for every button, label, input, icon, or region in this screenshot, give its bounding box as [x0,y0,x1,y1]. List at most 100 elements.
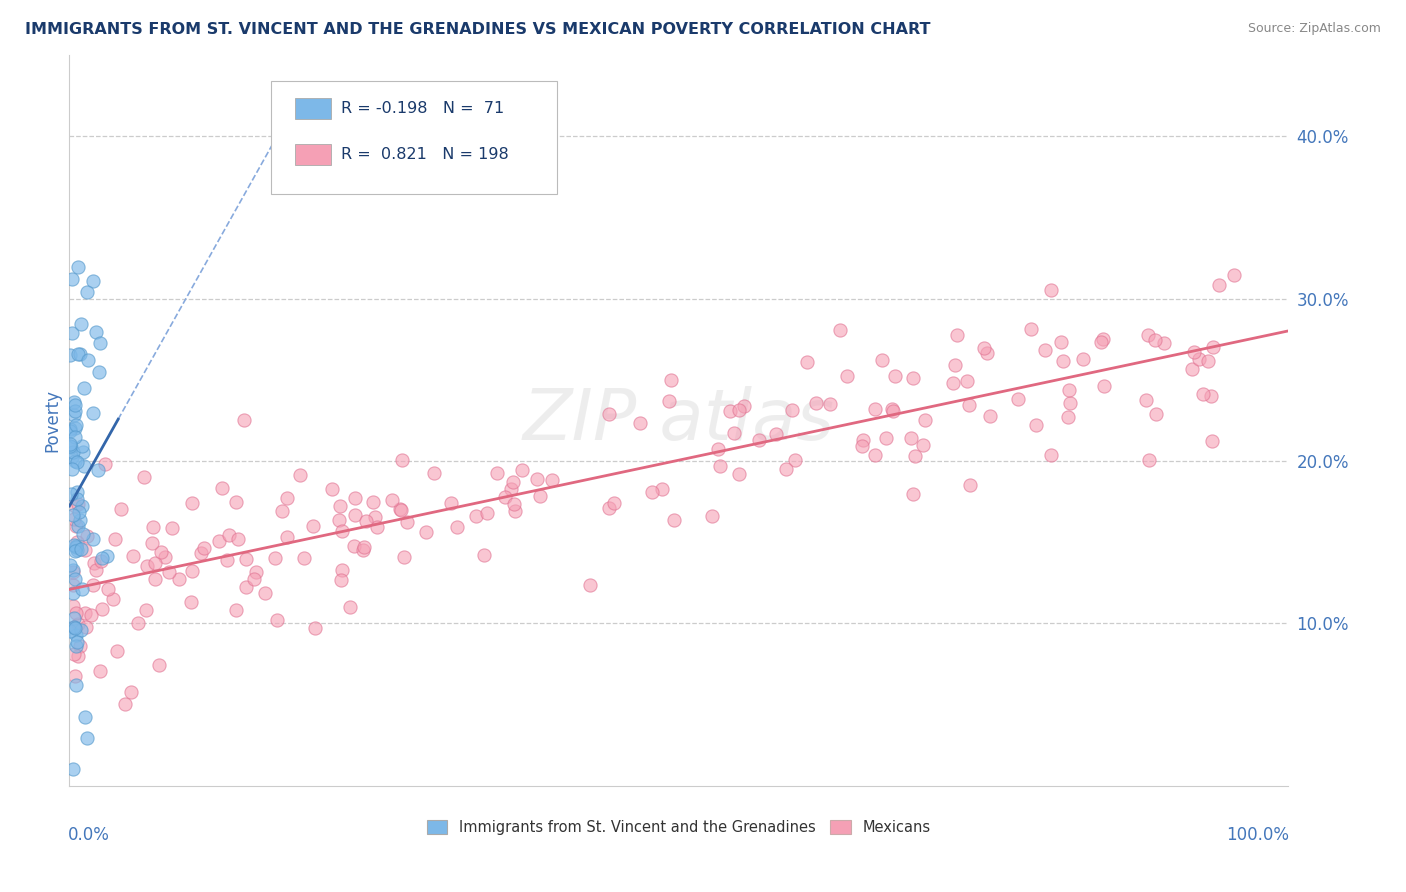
Point [659,373,682,387]
Point [226,532,249,546]
Point [75,620,97,634]
Point [783,453,806,467]
Point [232,413,254,427]
Point [76,285,98,299]
Point [353,540,375,554]
Point [72,444,94,458]
Point [976,345,998,359]
Point [75,709,97,723]
Point [1059,396,1081,410]
Point [60,450,83,464]
Text: 100.0%: 100.0% [1226,826,1289,844]
Point [89,664,111,678]
Point [73,381,96,395]
Point [66,616,89,631]
Point [1007,392,1029,406]
Point [180,595,202,609]
Point [946,328,969,343]
Point [65,539,87,553]
Point [66,542,89,557]
FancyBboxPatch shape [270,80,557,194]
Point [73,459,96,474]
Point [709,458,731,473]
Point [301,519,323,533]
Point [1197,354,1219,368]
Point [181,564,204,578]
Point [865,448,887,462]
Point [499,482,522,496]
Point [65,454,87,468]
Point [718,404,741,418]
Point [150,545,173,559]
Point [169,572,191,586]
Point [63,398,86,412]
Point [1192,387,1215,401]
Point [446,520,468,534]
Point [328,513,350,527]
Point [1033,343,1056,357]
Point [723,426,745,441]
Point [603,496,626,510]
Point [598,408,620,422]
Point [63,544,86,558]
Point [658,393,681,408]
Point [541,473,564,487]
Point [83,556,105,570]
Point [1137,452,1160,467]
Point [62,762,84,776]
Point [90,554,112,568]
FancyBboxPatch shape [295,145,332,165]
Point [225,495,247,509]
Point [578,577,600,591]
Text: R = -0.198   N =  71: R = -0.198 N = 71 [342,101,505,116]
Point [190,545,212,559]
Point [62,578,84,592]
Point [651,483,673,497]
Point [76,731,98,746]
Point [883,369,905,384]
Point [904,449,927,463]
Point [1050,335,1073,350]
Point [65,404,87,418]
Point [1039,283,1062,297]
Point [63,409,86,423]
Point [67,260,90,275]
Point [529,489,551,503]
Point [304,621,326,635]
Point [828,323,851,337]
Point [89,336,111,351]
Point [160,521,183,535]
Point [330,573,353,587]
Point [1153,335,1175,350]
Text: ZIP atlas: ZIP atlas [523,386,835,455]
Point [69,513,91,527]
Point [1199,389,1222,403]
Point [66,484,89,499]
Point [734,399,756,413]
Point [127,615,149,630]
Point [218,528,240,542]
Point [526,472,548,486]
Point [1090,334,1112,349]
Point [707,442,730,456]
Point [75,542,97,557]
Point [67,497,90,511]
Point [65,628,87,642]
Point [1092,379,1115,393]
Point [66,649,89,664]
Point [66,492,89,507]
Point [1202,340,1225,354]
Point [65,606,87,620]
Point [91,550,114,565]
Point [82,274,104,288]
Point [70,318,93,332]
Point [423,466,446,480]
Point [503,497,526,511]
Point [59,439,82,453]
Point [330,563,353,577]
Point [62,599,84,613]
Point [93,457,115,471]
Point [235,552,257,566]
Point [62,445,84,459]
Point [84,325,107,339]
